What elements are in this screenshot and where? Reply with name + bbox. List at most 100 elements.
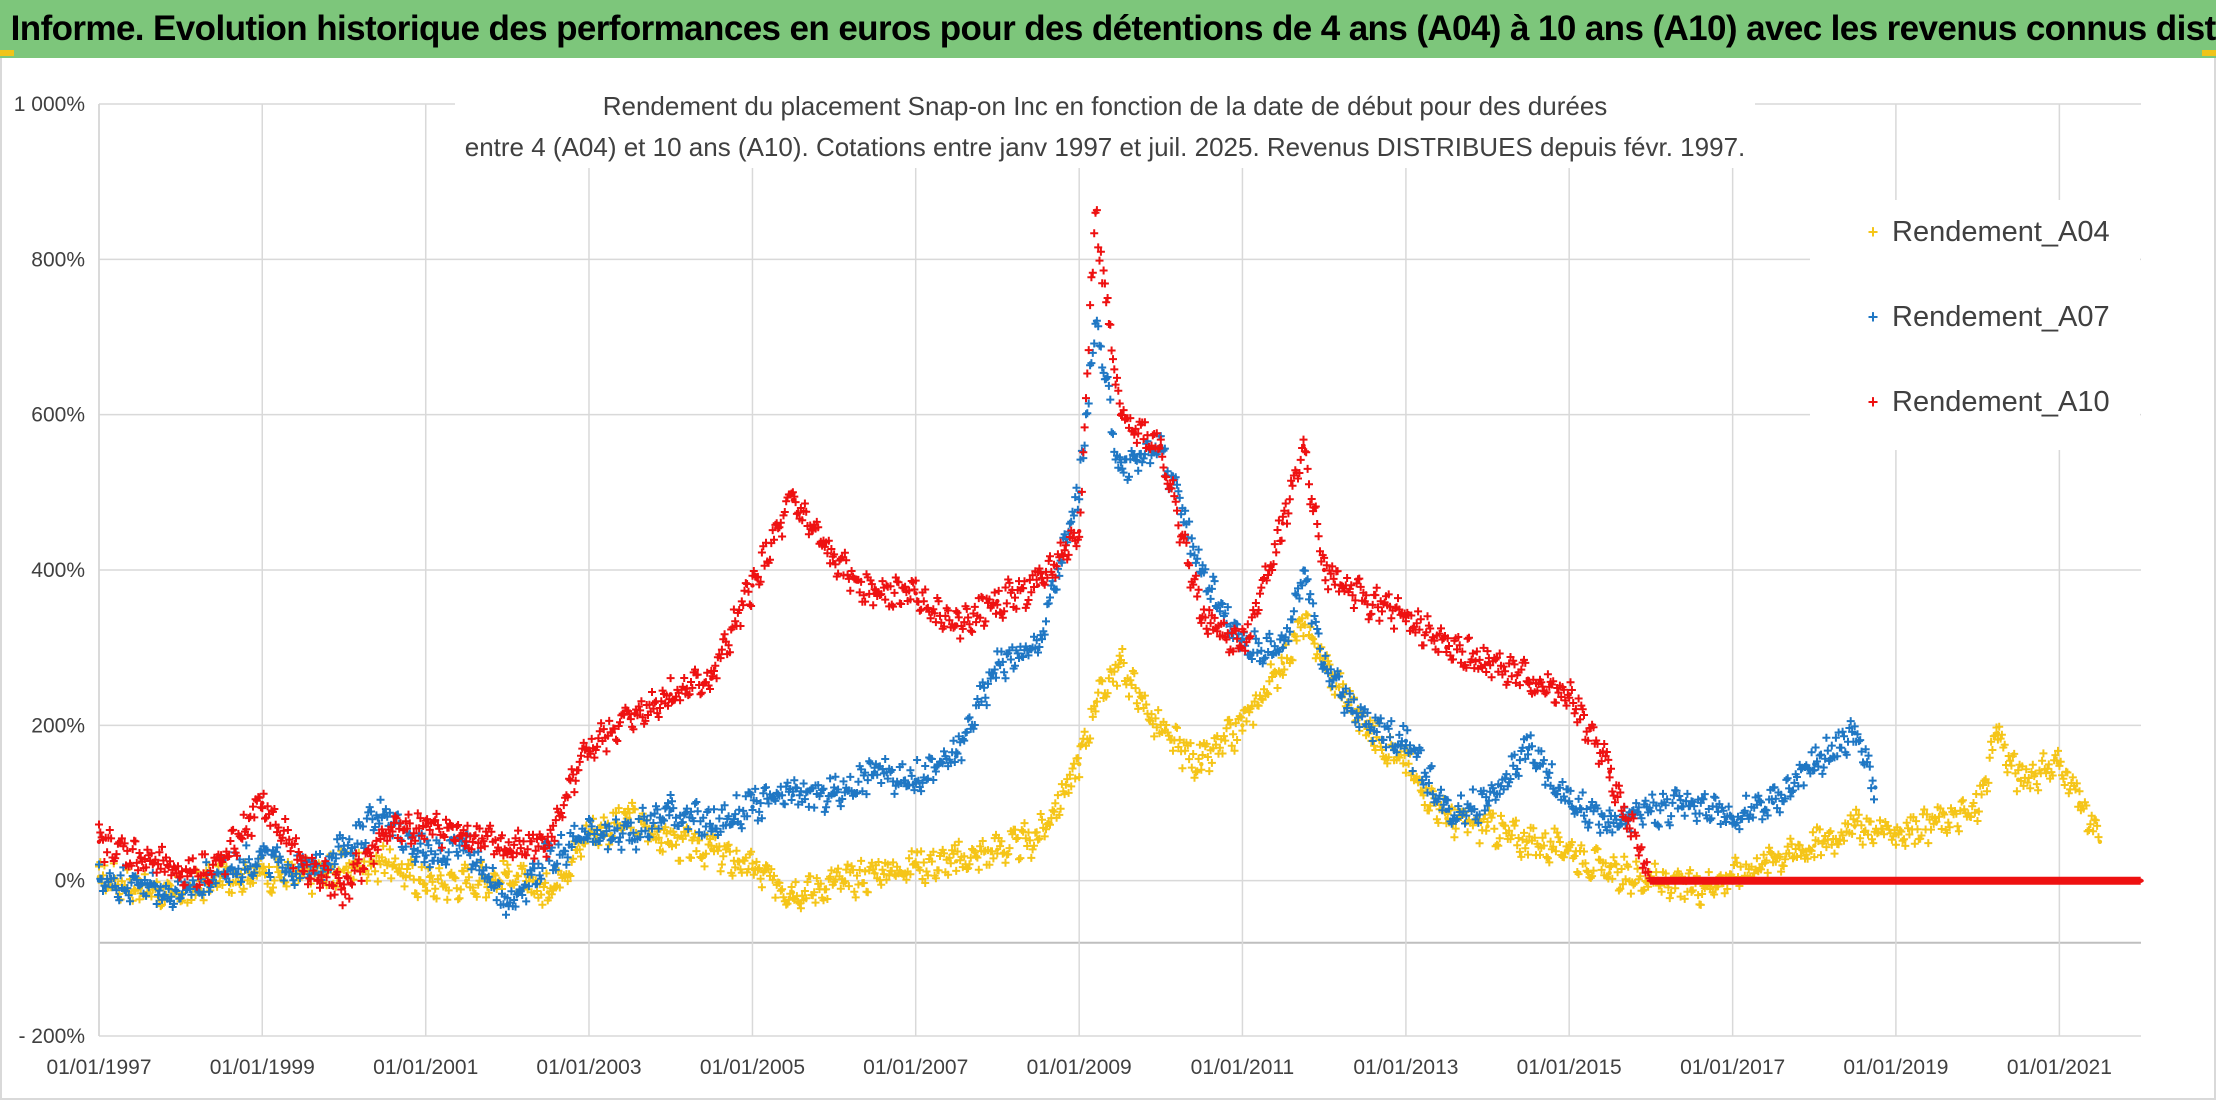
x-tick-label: 01/01/1999 xyxy=(210,1056,315,1079)
data-point xyxy=(1280,521,1286,526)
series-markers xyxy=(95,610,2103,913)
data-point xyxy=(1035,583,1041,588)
data-point xyxy=(1444,816,1449,821)
data-point xyxy=(2077,800,2082,806)
data-point xyxy=(1485,824,1490,829)
data-point xyxy=(954,859,959,864)
data-point xyxy=(2138,878,2144,883)
data-point xyxy=(137,882,142,887)
report-banner: ADAM Informe. Evolution historique des p… xyxy=(0,0,2216,58)
data-point xyxy=(2057,878,2062,883)
data-point xyxy=(1444,645,1449,650)
legend-label-a10: Rendement_A10 xyxy=(1892,386,2110,418)
data-point xyxy=(709,676,714,681)
data-point xyxy=(831,560,837,565)
data-point xyxy=(995,598,1000,604)
data-point xyxy=(1035,835,1041,841)
data-point xyxy=(1770,855,1776,860)
data-point xyxy=(464,878,469,883)
data-point xyxy=(913,777,918,782)
data-point xyxy=(260,855,265,860)
series-points xyxy=(95,206,2144,919)
data-point xyxy=(1525,676,1531,681)
data-point xyxy=(954,754,959,759)
data-point xyxy=(1730,878,1735,883)
data-point xyxy=(1301,622,1306,627)
data-point xyxy=(1852,730,1857,736)
data-point xyxy=(1812,878,1817,883)
x-tick-label: 01/01/2015 xyxy=(1517,1056,1622,1079)
data-point xyxy=(2057,762,2062,767)
data-point xyxy=(1812,762,1817,767)
data-point xyxy=(1812,843,1817,848)
data-point xyxy=(1077,762,1082,767)
data-point xyxy=(423,824,428,829)
data-point xyxy=(790,890,796,895)
data-point xyxy=(1362,598,1368,604)
data-point xyxy=(750,583,755,588)
data-point xyxy=(137,855,142,860)
data-point xyxy=(300,862,305,868)
data-point xyxy=(1117,661,1122,666)
data-point xyxy=(1525,746,1531,751)
legend-item-a04: + Rendement_A04 xyxy=(1862,216,2110,249)
data-point xyxy=(913,591,918,596)
data-point xyxy=(831,793,837,798)
series-markers xyxy=(95,206,2144,910)
data-point xyxy=(1301,443,1306,448)
data-point xyxy=(1607,824,1612,829)
data-point xyxy=(790,793,796,798)
data-point xyxy=(1689,886,1694,891)
x-tick-label: 01/01/2003 xyxy=(536,1056,641,1079)
data-point xyxy=(586,746,592,751)
legend-item-a07: + Rendement_A07 xyxy=(1862,301,2110,334)
data-point xyxy=(1301,567,1306,573)
data-point xyxy=(668,808,673,813)
data-point xyxy=(1280,661,1286,666)
data-point xyxy=(1567,800,1572,806)
data-point xyxy=(1035,645,1041,650)
data-point xyxy=(1077,529,1082,534)
data-point xyxy=(382,859,387,864)
x-tick-label: 01/01/2007 xyxy=(863,1056,968,1079)
data-point xyxy=(1321,567,1327,573)
data-point xyxy=(1873,785,1878,790)
y-tick-label: 400% xyxy=(31,559,85,582)
data-point xyxy=(1485,800,1490,806)
data-point xyxy=(1934,820,1939,825)
data-point xyxy=(96,878,102,883)
data-point xyxy=(341,886,347,891)
data-point xyxy=(995,847,1000,852)
data-point xyxy=(1893,878,1899,883)
chart-title-line-1: Rendement du placement Snap-on Inc en fo… xyxy=(602,91,1608,121)
data-point xyxy=(2097,839,2103,844)
data-point xyxy=(1321,661,1327,666)
series-rendement-a07 xyxy=(95,316,1878,919)
data-point xyxy=(382,831,387,837)
data-point xyxy=(1648,878,1654,883)
data-point xyxy=(1730,816,1735,821)
y-tick-label: 600% xyxy=(31,404,85,427)
data-point xyxy=(1117,412,1122,417)
data-point xyxy=(1093,699,1098,705)
series-markers xyxy=(95,316,1878,919)
data-point xyxy=(1975,808,1980,813)
data-point xyxy=(423,855,428,860)
data-point xyxy=(1199,567,1204,573)
legend-label-a07: Rendement_A07 xyxy=(1892,301,2110,333)
data-point xyxy=(1648,808,1654,813)
series-rendement-a10 xyxy=(95,206,2144,910)
data-point xyxy=(1093,319,1098,324)
x-tick-label: 01/01/2021 xyxy=(2007,1056,2112,1079)
x-tick-label: 01/01/2009 xyxy=(1027,1056,1132,1079)
data-point xyxy=(586,831,592,837)
y-tick-label: - 200% xyxy=(18,1025,85,1048)
data-point xyxy=(1444,808,1449,813)
data-point xyxy=(1485,661,1490,666)
data-point xyxy=(1403,738,1409,744)
x-tick-label: 01/01/2011 xyxy=(1191,1056,1295,1079)
data-point xyxy=(1199,762,1204,767)
legend-marker-a10: + xyxy=(1867,392,1879,412)
axis-labels: - 200% 0% 200% 400% 600% 800% 1 000% 01/01/1997… xyxy=(14,93,2112,1079)
banner-edge-right xyxy=(2202,50,2216,56)
